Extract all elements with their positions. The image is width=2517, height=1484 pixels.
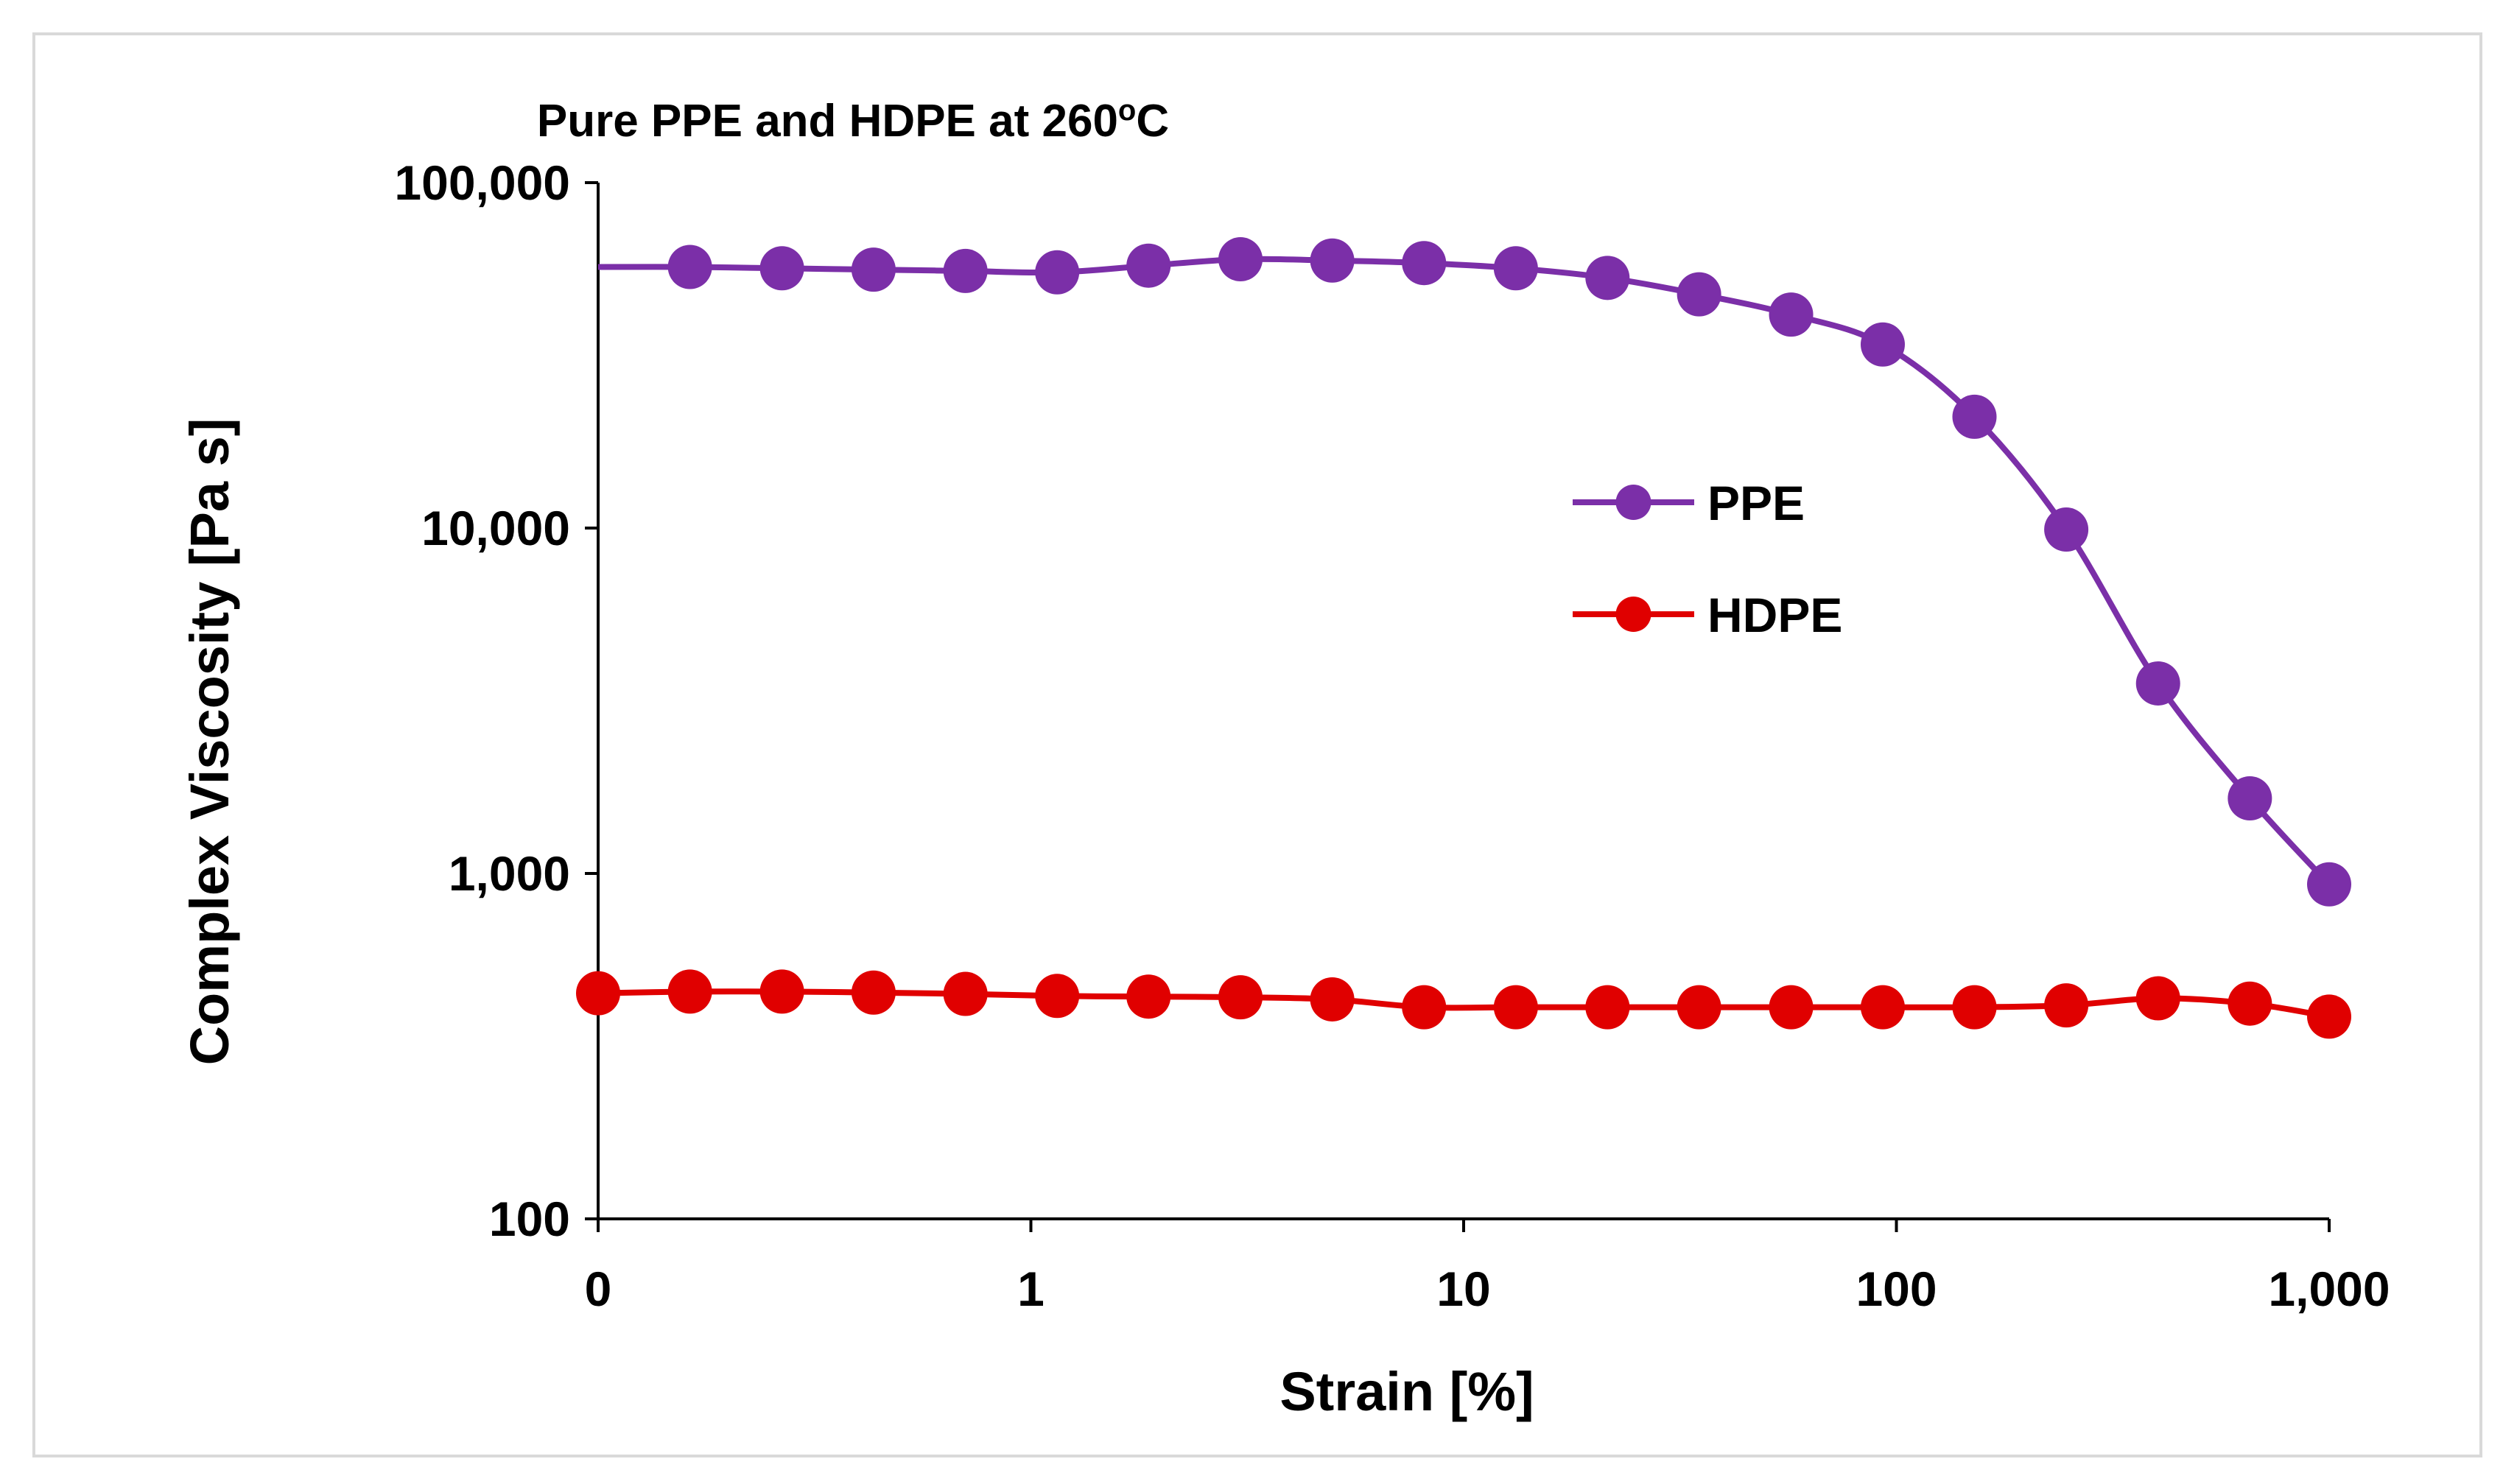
x-tick-label: 10 bbox=[1436, 1262, 1490, 1316]
data-point-hdpe bbox=[2307, 994, 2351, 1039]
data-point-hdpe bbox=[1493, 985, 1538, 1030]
data-point-ppe bbox=[2228, 776, 2272, 820]
legend-marker-hdpe bbox=[1615, 597, 1651, 632]
data-point-hdpe bbox=[1402, 985, 1447, 1030]
data-point-hdpe bbox=[576, 971, 620, 1016]
data-point-ppe bbox=[1677, 272, 1721, 317]
chart-title-unit: C bbox=[1136, 96, 1169, 147]
data-point-hdpe bbox=[1218, 975, 1263, 1020]
data-point-ppe bbox=[1402, 241, 1447, 286]
data-point-ppe bbox=[1126, 243, 1171, 288]
series-line-ppe bbox=[597, 256, 2331, 887]
data-point-hdpe bbox=[1769, 985, 1814, 1030]
data-point-ppe bbox=[2307, 862, 2351, 907]
series-hdpe bbox=[576, 969, 2351, 1039]
x-tick-label: 1,000 bbox=[2268, 1262, 2390, 1316]
y-tick-label: 100 bbox=[489, 1192, 570, 1246]
data-point-hdpe bbox=[2044, 983, 2089, 1028]
y-axis-label: Complex Viscosity [Pa s] bbox=[179, 418, 240, 1066]
data-point-ppe bbox=[1310, 238, 1355, 283]
data-point-ppe bbox=[1952, 394, 1997, 439]
legend-label-hdpe: HDPE bbox=[1707, 588, 1842, 642]
data-point-hdpe bbox=[1952, 985, 1997, 1030]
chart-title-main: Pure PPE and HDPE at 260 bbox=[537, 96, 1118, 147]
data-point-ppe bbox=[2135, 661, 2180, 706]
data-point-ppe bbox=[1493, 246, 1538, 291]
x-tick-label: 1 bbox=[1017, 1262, 1045, 1316]
data-point-ppe bbox=[1035, 250, 1080, 295]
data-point-ppe bbox=[2044, 507, 2089, 552]
data-point-hdpe bbox=[1585, 985, 1630, 1030]
data-point-ppe bbox=[851, 247, 896, 292]
data-point-hdpe bbox=[943, 971, 988, 1016]
legend: PPE HDPE bbox=[1573, 476, 1842, 642]
data-point-ppe bbox=[759, 246, 804, 291]
data-point-ppe bbox=[1769, 292, 1814, 337]
data-point-hdpe bbox=[1310, 977, 1355, 1021]
y-tick-label: 10,000 bbox=[421, 501, 570, 555]
data-point-hdpe bbox=[1677, 985, 1721, 1030]
legend-marker-ppe bbox=[1615, 485, 1651, 520]
series-layer bbox=[576, 237, 2351, 1039]
data-point-hdpe bbox=[1126, 974, 1171, 1019]
data-point-hdpe bbox=[851, 970, 896, 1015]
data-point-hdpe bbox=[1035, 974, 1080, 1019]
data-point-hdpe bbox=[1860, 985, 1905, 1030]
y-tick-label: 1,000 bbox=[449, 846, 570, 901]
legend-label-ppe: PPE bbox=[1707, 476, 1805, 530]
x-tick-label: 100 bbox=[1856, 1262, 1937, 1316]
data-point-hdpe bbox=[667, 969, 712, 1014]
x-tick-label: 0 bbox=[585, 1262, 612, 1316]
data-point-hdpe bbox=[2228, 981, 2272, 1026]
y-tick-label: 100,000 bbox=[394, 155, 570, 210]
data-point-hdpe bbox=[759, 969, 804, 1014]
series-ppe bbox=[597, 237, 2351, 907]
data-point-ppe bbox=[943, 248, 988, 293]
data-point-hdpe bbox=[2135, 976, 2180, 1021]
axes: 0 1 10 100 1,000 100 1,000 10,000 100,000 bbox=[394, 155, 2390, 1316]
data-point-ppe bbox=[1218, 237, 1263, 282]
x-axis-label: Strain [%] bbox=[1279, 1361, 1534, 1422]
chart-title: Pure PPE and HDPE at 260oC bbox=[537, 94, 1169, 147]
data-point-ppe bbox=[1585, 256, 1630, 300]
data-point-ppe bbox=[1860, 322, 1905, 367]
chart-title-degree: o bbox=[1118, 94, 1136, 127]
data-point-ppe bbox=[667, 245, 712, 289]
